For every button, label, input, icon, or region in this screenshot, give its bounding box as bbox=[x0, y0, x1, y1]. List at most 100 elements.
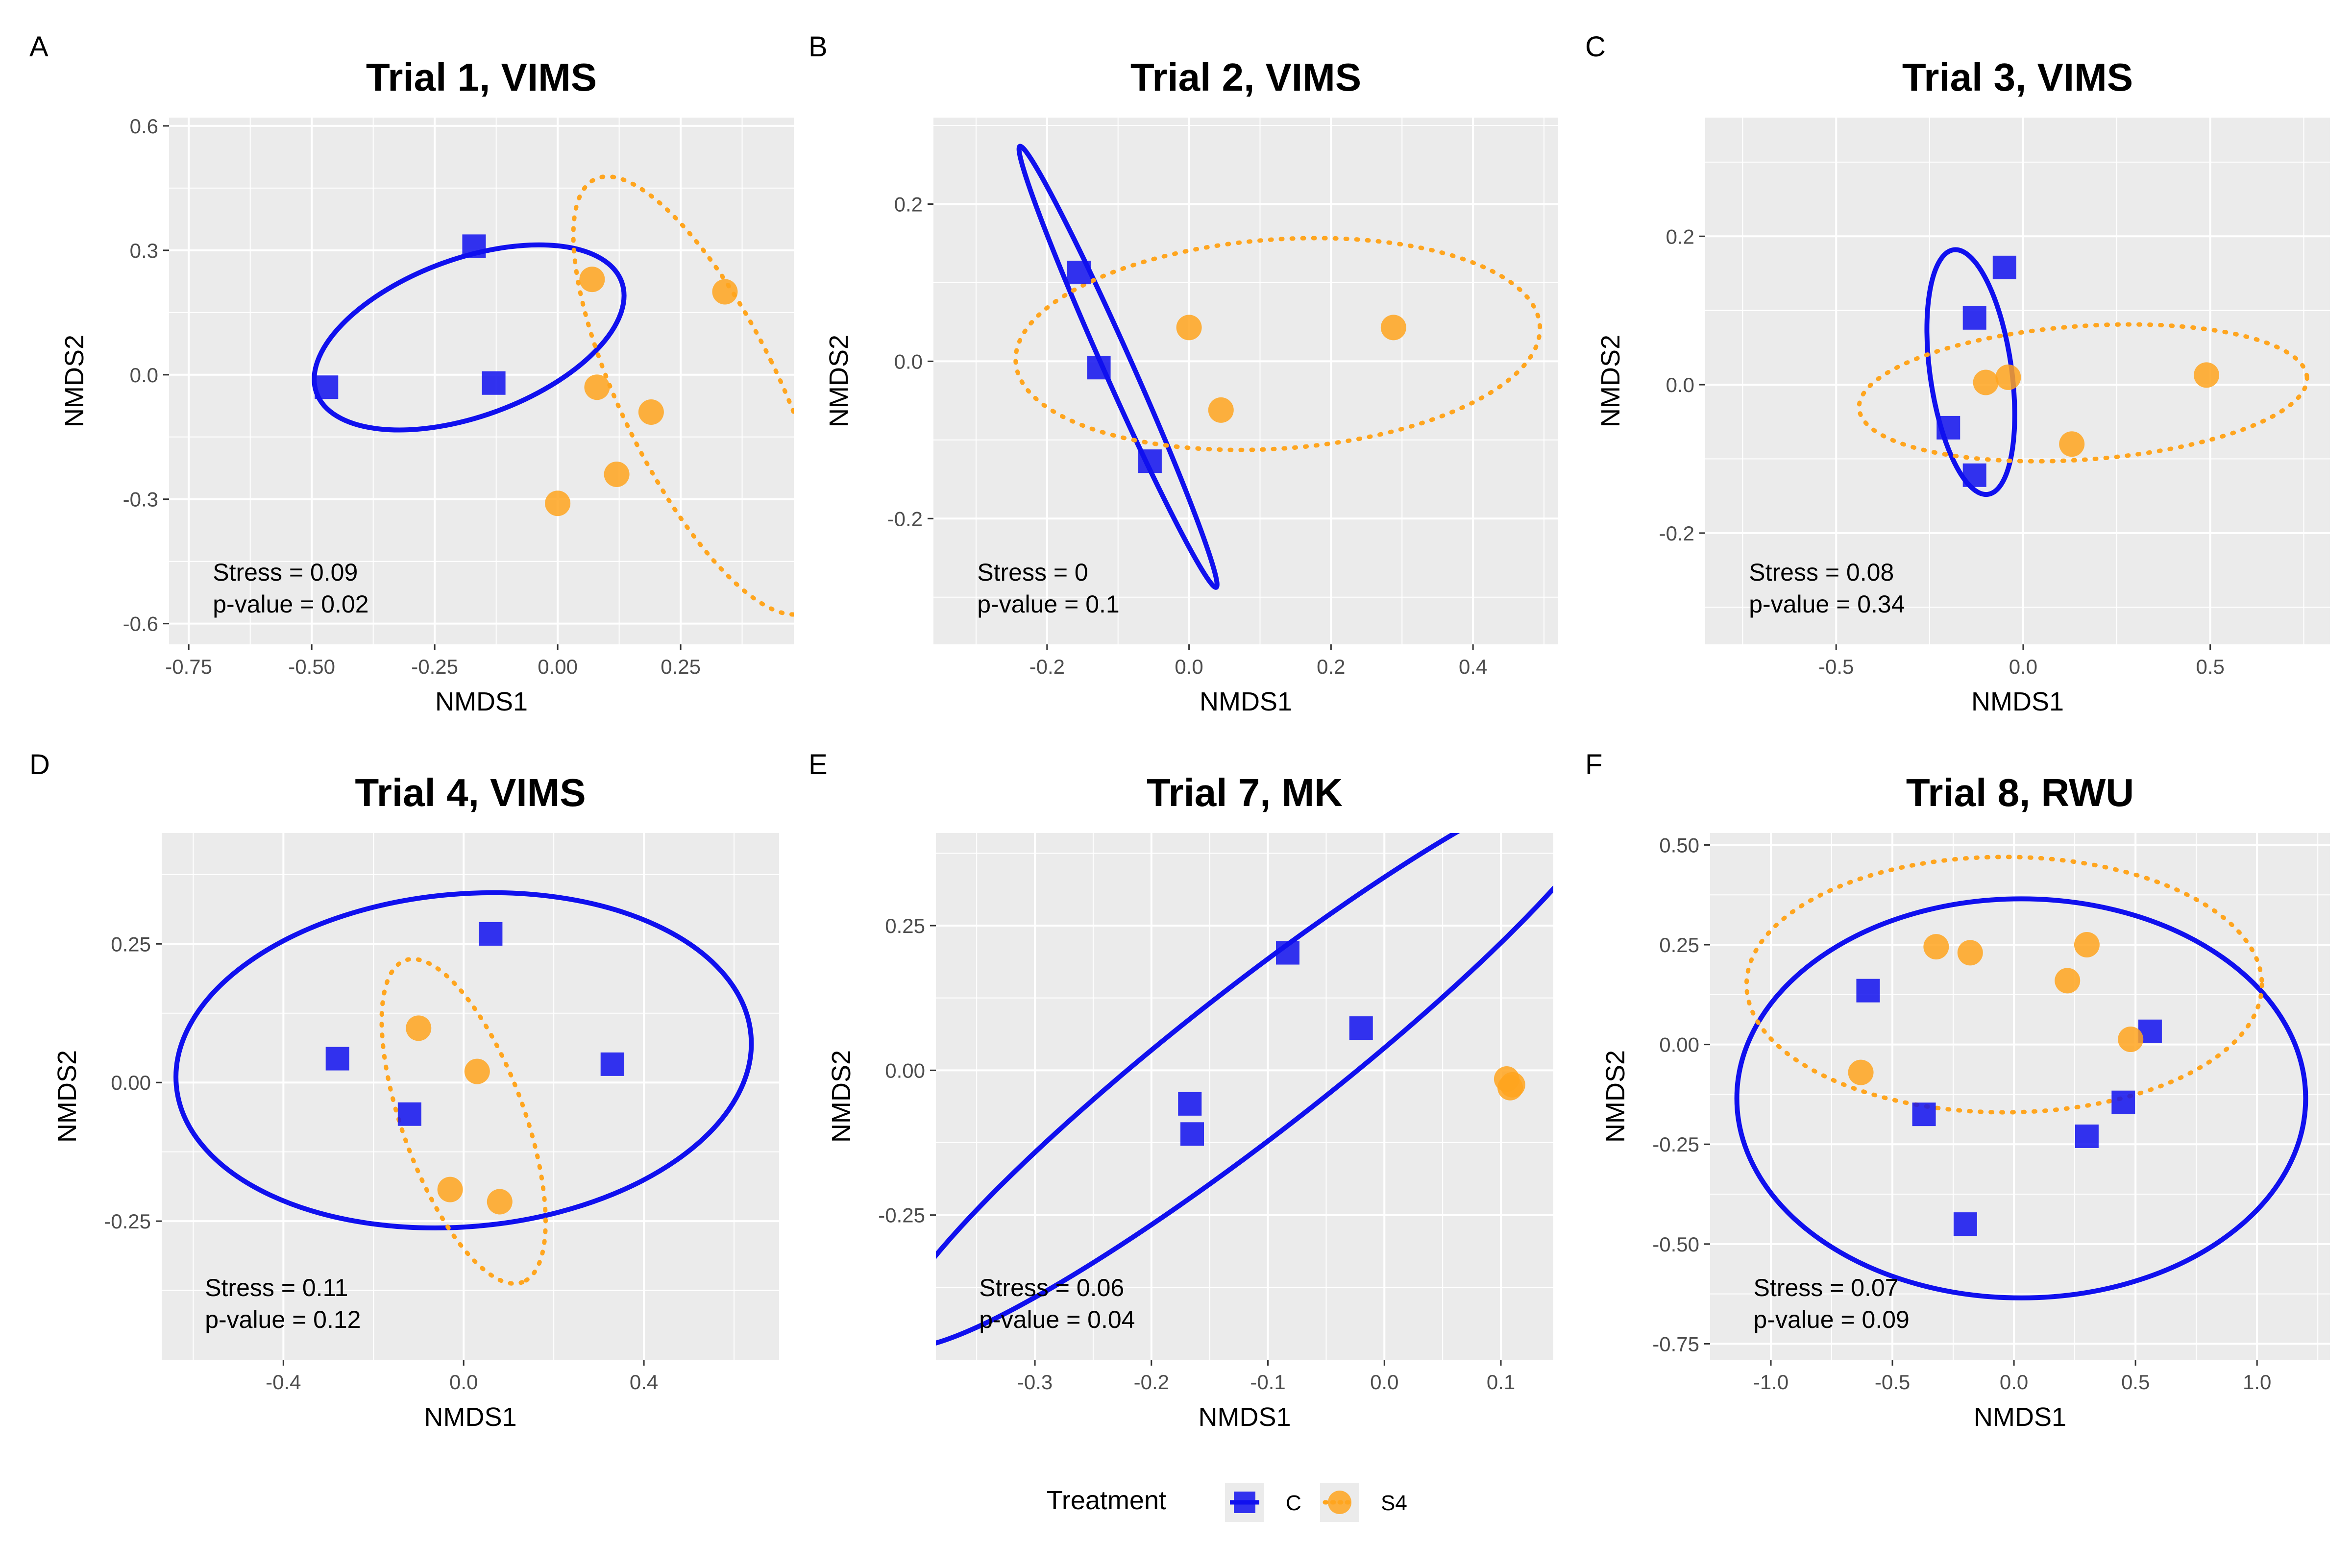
confidence-ellipse-c bbox=[173, 890, 754, 1230]
panel-c: -0.5 0.0 0.5 -0.2 0.0 0.2 Stress = 0.08 p-value… bbox=[1585, 31, 2330, 716]
pvalue-annotation: p-value = 0.12 bbox=[205, 1306, 361, 1333]
pvalue-annotation: p-value = 0.34 bbox=[1749, 590, 1905, 618]
point-c bbox=[2111, 1090, 2135, 1114]
y-tick-label: -0.75 bbox=[1652, 1332, 1699, 1355]
x-tick-label: 1.0 bbox=[2243, 1371, 2271, 1394]
y-tick-label: 0.00 bbox=[885, 1059, 925, 1082]
point-c bbox=[1178, 1092, 1202, 1116]
point-c bbox=[1067, 261, 1091, 285]
x-tick-label: 0.0 bbox=[1370, 1371, 1398, 1394]
point-s4 bbox=[1848, 1059, 1874, 1085]
point-s4 bbox=[406, 1015, 432, 1041]
x-axis-label: NMDS1 bbox=[1974, 1402, 2066, 1432]
legend-label-c: C bbox=[1286, 1491, 1301, 1515]
x-tick-label: -0.5 bbox=[1875, 1371, 1910, 1394]
confidence-ellipse-c bbox=[936, 833, 1553, 1350]
x-axis-label: NMDS1 bbox=[1200, 687, 1292, 716]
y-axis-label: NMDS2 bbox=[1601, 1050, 1630, 1143]
point-s4 bbox=[487, 1189, 513, 1215]
x-tick-label: 0.4 bbox=[630, 1371, 658, 1394]
plot-background-e bbox=[936, 833, 1553, 1360]
pvalue-annotation: p-value = 0.02 bbox=[213, 590, 368, 618]
y-tick-label: 0.50 bbox=[1659, 833, 1699, 857]
stress-annotation: Stress = 0.11 bbox=[205, 1274, 348, 1301]
point-s4 bbox=[1497, 1075, 1523, 1101]
point-c bbox=[1138, 449, 1162, 473]
y-tick-label: 0.25 bbox=[111, 932, 151, 956]
plot-content-a bbox=[312, 174, 794, 617]
pvalue-annotation: p-value = 0.04 bbox=[979, 1306, 1135, 1333]
plot-content-f bbox=[1734, 855, 2308, 1300]
point-c bbox=[1349, 1016, 1373, 1040]
y-tick-label: -0.50 bbox=[1652, 1233, 1699, 1256]
x-tick-label: -0.1 bbox=[1250, 1371, 1285, 1394]
legend-key-s4-circle bbox=[1328, 1491, 1351, 1514]
y-tick-label: 0.2 bbox=[894, 193, 923, 216]
y-tick-label: -0.3 bbox=[123, 488, 158, 511]
panel-e: -0.3 -0.2 -0.1 0.0 0.1 -0.25 0.00 0.25 Stress = … bbox=[808, 749, 1553, 1432]
panel-letter: D bbox=[29, 749, 50, 781]
x-tick-label: 0.00 bbox=[538, 655, 578, 678]
x-tick-label: -0.75 bbox=[165, 655, 212, 678]
point-s4 bbox=[638, 399, 664, 425]
panel-title: Trial 4, VIMS bbox=[355, 771, 586, 814]
x-tick-label: 0.5 bbox=[2196, 655, 2224, 678]
point-c bbox=[1962, 306, 1986, 330]
panels: -0.75 -0.50 -0.25 0.00 0.25 -0.6 -0.3 0.0 0.3 0.6… bbox=[29, 31, 2330, 1432]
stress-annotation: Stress = 0.08 bbox=[1749, 559, 1894, 586]
y-tick-label: 0.0 bbox=[130, 364, 158, 387]
plot-background-d bbox=[162, 833, 779, 1360]
y-axis-label: NMDS2 bbox=[1596, 335, 1625, 427]
point-c bbox=[1962, 463, 1986, 487]
panel-letter: B bbox=[808, 31, 828, 63]
y-tick-label: 0.00 bbox=[1659, 1033, 1699, 1056]
y-tick-label: -0.6 bbox=[123, 612, 158, 636]
point-s4 bbox=[2059, 431, 2085, 457]
x-tick-label: 0.1 bbox=[1487, 1371, 1515, 1394]
point-c bbox=[482, 371, 506, 395]
y-axis-label: NMDS2 bbox=[824, 335, 854, 427]
x-tick-label: 0.0 bbox=[449, 1371, 478, 1394]
stress-annotation: Stress = 0.07 bbox=[1754, 1274, 1899, 1301]
plot-content-b bbox=[1013, 144, 1543, 590]
panel-letter: E bbox=[808, 749, 828, 781]
point-c bbox=[1180, 1122, 1204, 1146]
point-s4 bbox=[545, 490, 571, 516]
stress-annotation: Stress = 0 bbox=[977, 559, 1088, 586]
confidence-ellipse-c bbox=[1734, 896, 2308, 1300]
x-tick-label: 0.2 bbox=[1317, 655, 1345, 678]
y-axis-label: NMDS2 bbox=[52, 1050, 82, 1143]
confidence-ellipse-s4 bbox=[1857, 322, 2309, 464]
point-s4 bbox=[712, 279, 738, 305]
point-s4 bbox=[2194, 362, 2220, 388]
point-c bbox=[462, 234, 486, 258]
y-tick-label: 0.25 bbox=[885, 914, 925, 937]
point-s4 bbox=[1973, 369, 1999, 395]
x-tick-label: 0.0 bbox=[2009, 655, 2037, 678]
point-c bbox=[479, 922, 503, 946]
pvalue-annotation: p-value = 0.1 bbox=[977, 590, 1119, 618]
point-s4 bbox=[2118, 1027, 2144, 1053]
point-s4 bbox=[2055, 968, 2081, 994]
x-tick-label: 0.0 bbox=[1175, 655, 1203, 678]
point-s4 bbox=[437, 1176, 463, 1202]
y-tick-label: -0.25 bbox=[1652, 1133, 1699, 1156]
point-s4 bbox=[579, 267, 605, 293]
point-c bbox=[1992, 255, 2016, 279]
plot-content-d bbox=[173, 890, 754, 1286]
x-tick-label: -0.5 bbox=[1818, 655, 1854, 678]
plot-background-f bbox=[1710, 833, 2330, 1360]
point-c bbox=[315, 375, 339, 399]
y-tick-label: 0.00 bbox=[111, 1071, 151, 1094]
point-s4 bbox=[1957, 940, 1983, 966]
stress-annotation: Stress = 0.06 bbox=[979, 1274, 1124, 1301]
legend-key-c-square bbox=[1234, 1492, 1255, 1513]
point-c bbox=[1953, 1212, 1977, 1236]
plot-content-e bbox=[936, 833, 1553, 1350]
stress-annotation: Stress = 0.09 bbox=[213, 559, 358, 586]
legend-label-s4: S4 bbox=[1381, 1491, 1407, 1515]
y-tick-label: 0.2 bbox=[1666, 225, 1694, 248]
confidence-ellipse-s4 bbox=[571, 174, 794, 617]
point-s4 bbox=[1208, 397, 1234, 423]
panel-a: -0.75 -0.50 -0.25 0.00 0.25 -0.6 -0.3 0.0 0.3 0.6… bbox=[29, 31, 794, 716]
